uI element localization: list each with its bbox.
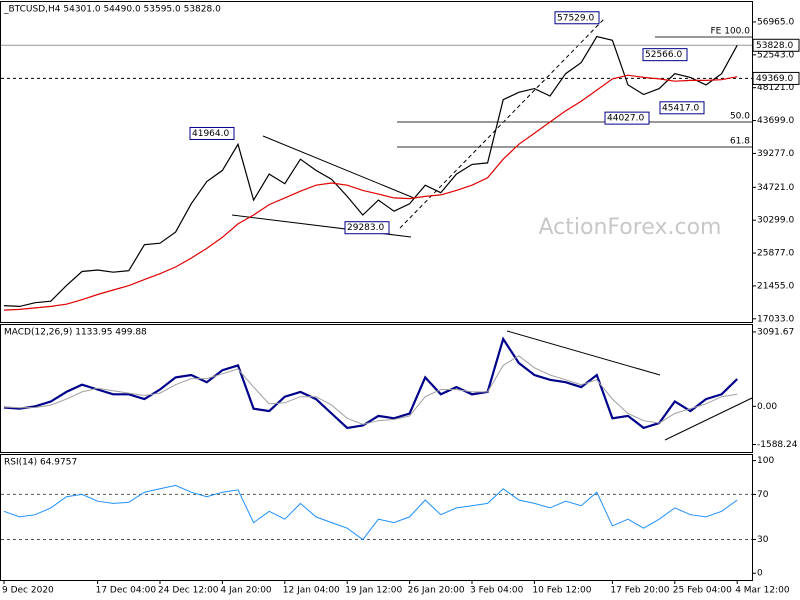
x-tick-label: 24 Dec 12:00 <box>158 586 219 596</box>
x-tick-label: 10 Feb 12:00 <box>532 586 591 596</box>
x-tick-label: 3 Feb 04:00 <box>470 586 524 596</box>
annotation-label: 45417.0 <box>662 103 699 113</box>
series-line <box>3 336 738 430</box>
fib-label: FE 100.0 <box>711 26 751 36</box>
annotation-label: 41964.0 <box>192 129 229 139</box>
annotation-box <box>554 11 600 25</box>
y-tick-label: 56965.0 <box>757 17 794 27</box>
annotation-box <box>642 48 688 62</box>
trend-line <box>506 330 661 376</box>
annotation-box <box>189 126 235 140</box>
annotation-label: 57529.0 <box>557 13 594 23</box>
fib-label: 61.8 <box>730 136 750 146</box>
price-box <box>752 38 800 52</box>
x-tick-label: 17 Dec 04:00 <box>96 586 157 596</box>
y-tick-label: 3091.67 <box>757 327 794 337</box>
y-tick-label: 25877.0 <box>757 249 794 259</box>
y-tick-label: 100 <box>757 456 774 466</box>
x-tick-label: 26 Jan 20:00 <box>408 586 465 596</box>
rsi-title: RSI(14) 64.9757 <box>4 458 77 468</box>
annotation-label: 44027.0 <box>607 114 644 124</box>
price-frame <box>0 1 753 323</box>
rsi-frame <box>0 454 753 581</box>
price-label: 53828.0 <box>756 41 793 51</box>
fib-label: 50.0 <box>730 111 750 121</box>
series-line <box>3 484 738 541</box>
y-tick-label: 34721.0 <box>757 183 794 193</box>
price-title: _BTCUSD,H4 54301.0 54490.0 53595.0 53828… <box>3 5 221 15</box>
annotation-box <box>659 101 705 115</box>
trend-line <box>262 135 415 199</box>
y-tick-label: 43699.0 <box>757 116 794 126</box>
series-line <box>3 35 738 308</box>
watermark: ActionForex.com <box>539 215 722 240</box>
y-tick-label: 30 <box>757 535 769 545</box>
y-tick-label: 0 <box>757 569 763 579</box>
macd-title: MACD(12,26,9) 1133.95 499.88 <box>4 328 147 338</box>
annotation-box <box>604 111 650 125</box>
x-tick-label: 12 Jan 04:00 <box>283 586 340 596</box>
level-label: 49369.0 <box>756 74 793 84</box>
annotation-box <box>344 221 390 235</box>
y-tick-label: 17033.0 <box>757 314 794 324</box>
trend-line <box>664 397 753 441</box>
series-line <box>3 355 738 425</box>
y-tick-label: 52543.0 <box>757 50 794 60</box>
y-tick-label: 48121.0 <box>757 83 794 93</box>
x-tick-label: 9 Dec 2020 <box>2 586 54 596</box>
y-tick-label: 0.00 <box>757 402 777 412</box>
x-tick-label: 4 Jan 20:00 <box>220 586 272 596</box>
x-tick-label: 25 Feb 04:00 <box>673 586 732 596</box>
x-tick-label: 17 Feb 20:00 <box>610 586 669 596</box>
y-tick-label: 21455.0 <box>757 281 794 291</box>
annotation-label: 29283.0 <box>347 223 384 233</box>
series-line <box>3 74 738 311</box>
x-tick-label: 19 Jan 12:00 <box>345 586 402 596</box>
x-tick-label: 4 Mar 12:00 <box>735 586 790 596</box>
y-tick-label: 70 <box>757 490 769 500</box>
y-tick-label: -1588.24 <box>757 440 798 450</box>
annotation-label: 52566.0 <box>645 50 682 60</box>
y-tick-label: 30299.0 <box>757 216 794 226</box>
level-box <box>752 71 800 85</box>
y-tick-label: 39277.0 <box>757 149 794 159</box>
macd-frame <box>0 324 753 453</box>
